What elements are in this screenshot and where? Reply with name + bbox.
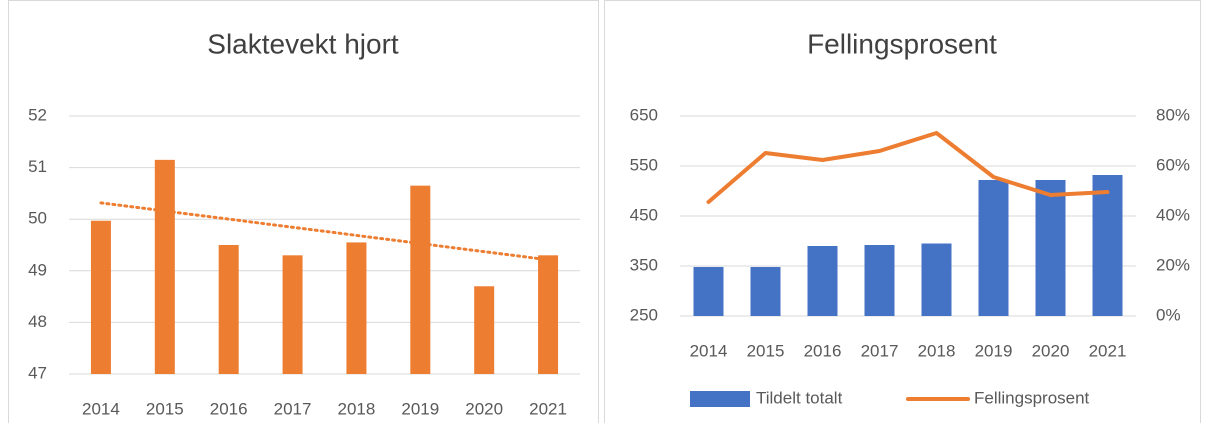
x-tick-label: 2017 bbox=[861, 341, 899, 360]
x-tick-label: 2019 bbox=[401, 399, 439, 418]
y-tick-label: 52 bbox=[28, 105, 47, 124]
x-tick-label: 2021 bbox=[1089, 341, 1127, 360]
x-tick-label: 2015 bbox=[747, 341, 785, 360]
bar bbox=[921, 243, 952, 316]
y-tick-label: 50 bbox=[28, 209, 47, 228]
y-tick-label: 650 bbox=[630, 105, 658, 124]
y-tick-label: 51 bbox=[28, 157, 47, 176]
chart-title: Fellingsprosent bbox=[807, 28, 997, 59]
x-tick-label: 2018 bbox=[338, 399, 376, 418]
line bbox=[706, 131, 1110, 204]
x-tick-label: 2017 bbox=[274, 399, 312, 418]
y2-tick-label: 20% bbox=[1156, 255, 1190, 274]
chart-title: Slaktevekt hjort bbox=[207, 28, 399, 59]
x-tick-label: 2020 bbox=[1032, 341, 1070, 360]
y-tick-label: 48 bbox=[28, 312, 47, 331]
legend-swatch bbox=[690, 391, 750, 407]
y-tick-label: 47 bbox=[28, 363, 47, 382]
x-tick-label: 2021 bbox=[529, 399, 567, 418]
trendline bbox=[99, 201, 550, 262]
y-tick-label: 350 bbox=[630, 255, 658, 274]
bar bbox=[864, 245, 895, 316]
y-tick-label: 49 bbox=[28, 260, 47, 279]
legend-label: Tildelt totalt bbox=[756, 388, 843, 407]
x-tick-label: 2014 bbox=[82, 399, 120, 418]
y2-tick-label: 40% bbox=[1156, 205, 1190, 224]
x-tick-label: 2014 bbox=[690, 341, 728, 360]
x-tick-label: 2018 bbox=[918, 341, 956, 360]
x-tick-label: 2015 bbox=[146, 399, 184, 418]
bar bbox=[282, 255, 303, 374]
bar bbox=[978, 180, 1009, 316]
legend-label: Fellingsprosent bbox=[974, 388, 1090, 407]
y2-tick-label: 60% bbox=[1156, 155, 1190, 174]
y2-tick-label: 0% bbox=[1156, 305, 1181, 324]
bar bbox=[1092, 175, 1123, 316]
bar bbox=[346, 242, 367, 374]
bar bbox=[693, 267, 724, 316]
bar bbox=[90, 220, 111, 374]
bar bbox=[410, 185, 431, 374]
y-tick-label: 250 bbox=[630, 305, 658, 324]
bar bbox=[154, 159, 175, 374]
bar bbox=[474, 286, 495, 374]
x-tick-label: 2020 bbox=[465, 399, 503, 418]
bar bbox=[807, 246, 838, 316]
y-tick-label: 550 bbox=[630, 155, 658, 174]
x-tick-label: 2016 bbox=[804, 341, 842, 360]
y2-tick-label: 80% bbox=[1156, 105, 1190, 124]
bar bbox=[538, 255, 559, 374]
bar bbox=[750, 267, 781, 316]
x-tick-label: 2016 bbox=[210, 399, 248, 418]
bar bbox=[1035, 180, 1066, 316]
bar bbox=[218, 245, 239, 374]
x-tick-label: 2019 bbox=[975, 341, 1013, 360]
y-tick-label: 450 bbox=[630, 205, 658, 224]
